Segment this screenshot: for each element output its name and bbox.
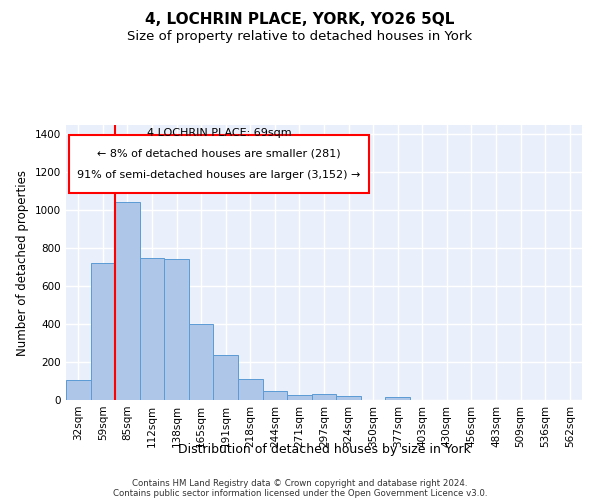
Text: Distribution of detached houses by size in York: Distribution of detached houses by size …	[178, 442, 470, 456]
Text: 4, LOCHRIN PLACE, YORK, YO26 5QL: 4, LOCHRIN PLACE, YORK, YO26 5QL	[145, 12, 455, 28]
Text: Contains HM Land Registry data © Crown copyright and database right 2024.: Contains HM Land Registry data © Crown c…	[132, 478, 468, 488]
Text: 91% of semi-detached houses are larger (3,152) →: 91% of semi-detached houses are larger (…	[77, 170, 361, 180]
Bar	[115, 202, 140, 400]
Bar	[91, 264, 115, 400]
Text: Contains public sector information licensed under the Open Government Licence v3: Contains public sector information licen…	[113, 488, 487, 498]
Bar	[140, 258, 164, 400]
Bar	[312, 394, 336, 400]
Bar	[263, 392, 287, 400]
Bar	[214, 356, 238, 400]
Bar	[336, 396, 361, 400]
Bar	[164, 258, 189, 400]
Y-axis label: Number of detached properties: Number of detached properties	[16, 170, 29, 356]
Bar	[189, 324, 214, 400]
Text: 4 LOCHRIN PLACE: 69sqm: 4 LOCHRIN PLACE: 69sqm	[146, 128, 292, 138]
Bar	[238, 379, 263, 400]
Bar	[287, 396, 312, 400]
Text: Size of property relative to detached houses in York: Size of property relative to detached ho…	[127, 30, 473, 43]
Text: ← 8% of detached houses are smaller (281): ← 8% of detached houses are smaller (281…	[97, 148, 341, 158]
Bar	[385, 397, 410, 400]
Bar	[66, 380, 91, 400]
